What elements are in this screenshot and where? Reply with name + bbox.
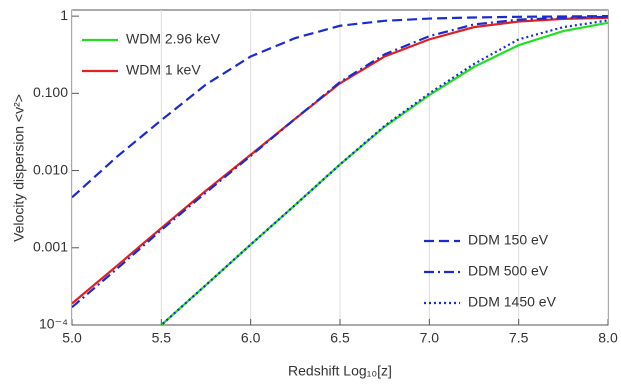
legend-label: DDM 1450 eV xyxy=(468,294,557,310)
legend-label: DDM 150 eV xyxy=(468,232,549,248)
x-tick-label: 5.5 xyxy=(152,330,172,346)
series-line xyxy=(72,15,608,309)
x-tick-label: 8.0 xyxy=(598,330,618,346)
series-line xyxy=(72,15,608,199)
y-tick-label: 0.100 xyxy=(33,84,68,100)
y-tick-label: 0.001 xyxy=(33,238,68,254)
x-tick-label: 6.5 xyxy=(330,330,350,346)
y-tick-label: 0.010 xyxy=(33,161,68,177)
y-axis-label: Velocity dispersion <v²> xyxy=(11,94,27,242)
x-tick-label: 7.5 xyxy=(509,330,529,346)
legend-label: WDM 2.96 keV xyxy=(126,31,221,47)
x-axis-label: Redshift Log₁₀[z] xyxy=(288,363,392,379)
x-tick-label: 5.0 xyxy=(62,330,82,346)
x-tick-label: 6.0 xyxy=(241,330,261,346)
legend-label: WDM 1 keV xyxy=(126,62,201,78)
series-line xyxy=(159,21,608,325)
y-tick-label: 10⁻⁴ xyxy=(39,316,68,332)
x-tick-label: 7.0 xyxy=(420,330,440,346)
y-tick-label: 1 xyxy=(60,7,68,23)
legend-label: DDM 500 eV xyxy=(468,263,549,279)
